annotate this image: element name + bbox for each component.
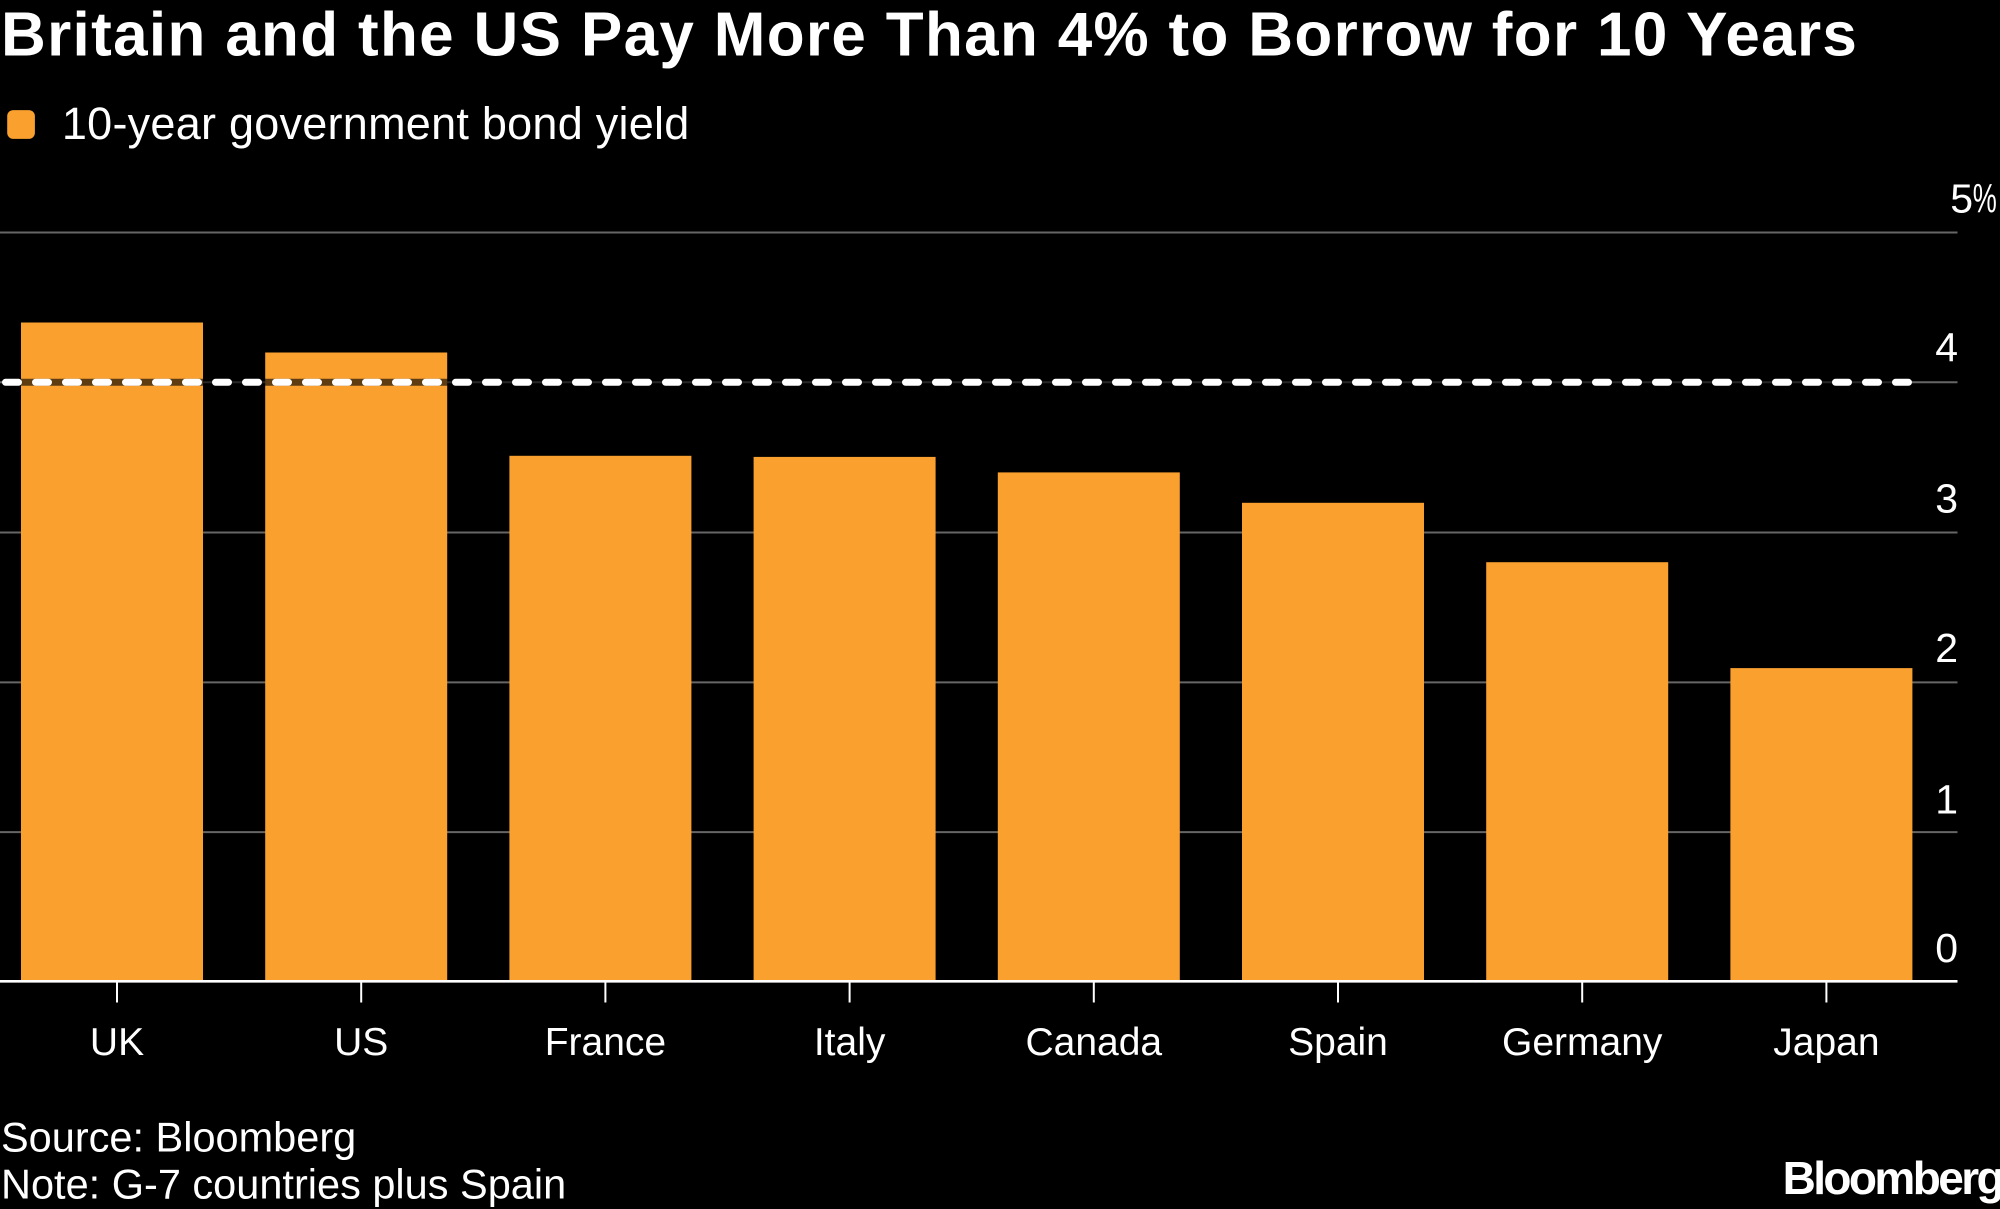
svg-text:Note: G-7 countries plus Spain: Note: G-7 countries plus Spain — [1, 1161, 566, 1208]
svg-text:Italy: Italy — [814, 1021, 886, 1064]
svg-text:0: 0 — [1935, 925, 1958, 971]
svg-text:Japan: Japan — [1773, 1021, 1879, 1064]
svg-text:France: France — [545, 1021, 666, 1064]
svg-text:1: 1 — [1935, 777, 1958, 823]
svg-text:5: 5 — [1950, 175, 1973, 221]
svg-text:Source: Bloomberg: Source: Bloomberg — [1, 1113, 356, 1160]
svg-text:Spain: Spain — [1288, 1021, 1388, 1064]
svg-text:Germany: Germany — [1502, 1021, 1663, 1064]
svg-text:4: 4 — [1935, 325, 1958, 371]
svg-text:Bloomberg: Bloomberg — [1783, 1152, 2000, 1204]
svg-text:%: % — [1973, 177, 1997, 222]
svg-text:Canada: Canada — [1025, 1021, 1162, 1064]
svg-text:Britain and the US Pay More Th: Britain and the US Pay More Than 4% to B… — [1, 1, 1858, 70]
svg-text:2: 2 — [1935, 625, 1958, 671]
svg-text:US: US — [334, 1021, 388, 1064]
svg-text:10-year government bond yield: 10-year government bond yield — [62, 98, 690, 149]
svg-text:3: 3 — [1935, 475, 1958, 521]
svg-text:UK: UK — [90, 1021, 144, 1064]
